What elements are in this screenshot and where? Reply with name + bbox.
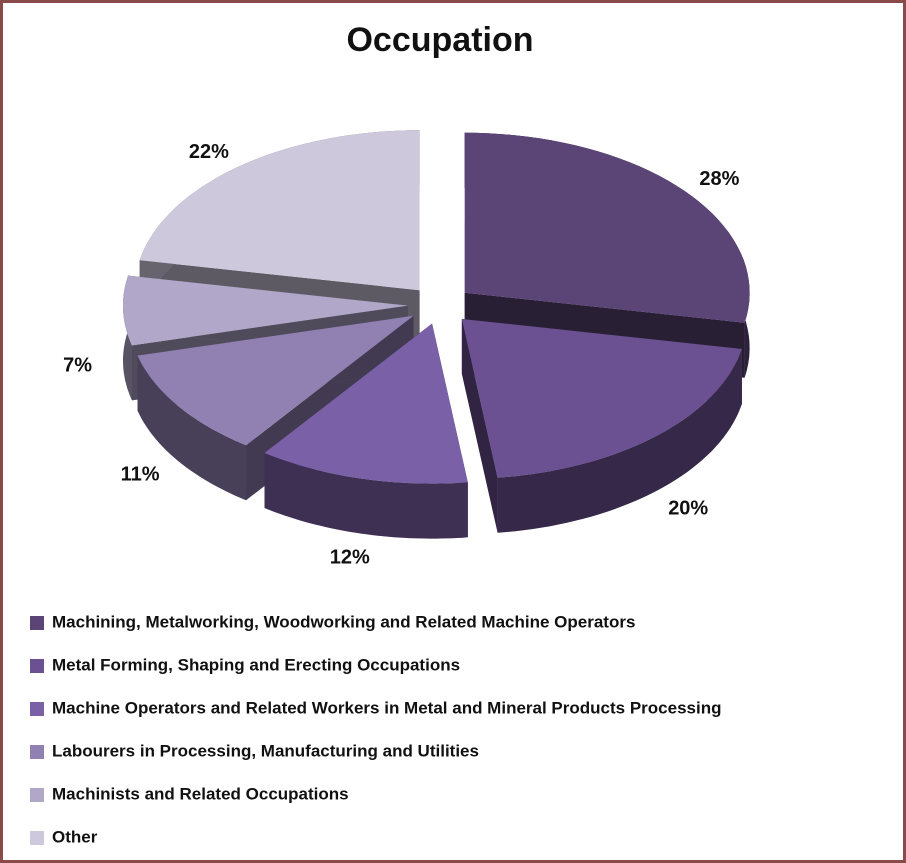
pie-slice [461,318,742,533]
slice-top [137,315,414,446]
pie-slice [264,323,468,539]
data-label: 12% [330,547,370,569]
slice-top [139,130,420,291]
legend-label: Other [52,827,98,846]
data-label: 28% [699,168,739,190]
legend-label: Labourers in Processing, Manufacturing a… [52,741,479,760]
legend-swatch [30,831,44,845]
data-label: 11% [121,463,160,485]
slice-top [123,275,409,346]
slice-top [461,318,742,478]
data-label: 7% [63,355,92,377]
slice-side-shade [461,318,498,533]
legend-swatch [30,702,44,716]
legend-label: Metal Forming, Shaping and Erecting Occu… [52,655,460,674]
legend-label: Machine Operators and Related Workers in… [52,698,721,717]
chart-title: Occupation [346,21,533,59]
data-label: 20% [668,498,708,520]
legend-swatch [30,788,44,802]
legend-swatch [30,659,44,673]
legend-swatch [30,745,44,759]
slice-edge-shade [137,355,246,501]
legend-label: Machining, Metalworking, Woodworking and… [52,612,635,631]
legend-swatch [30,616,44,630]
slice-edge-shade [497,349,742,533]
slice-top [464,132,750,323]
data-label: 22% [189,141,229,163]
slice-edge-shade [264,453,468,539]
slice-top [264,323,468,484]
legend-label: Machinists and Related Occupations [52,784,349,803]
